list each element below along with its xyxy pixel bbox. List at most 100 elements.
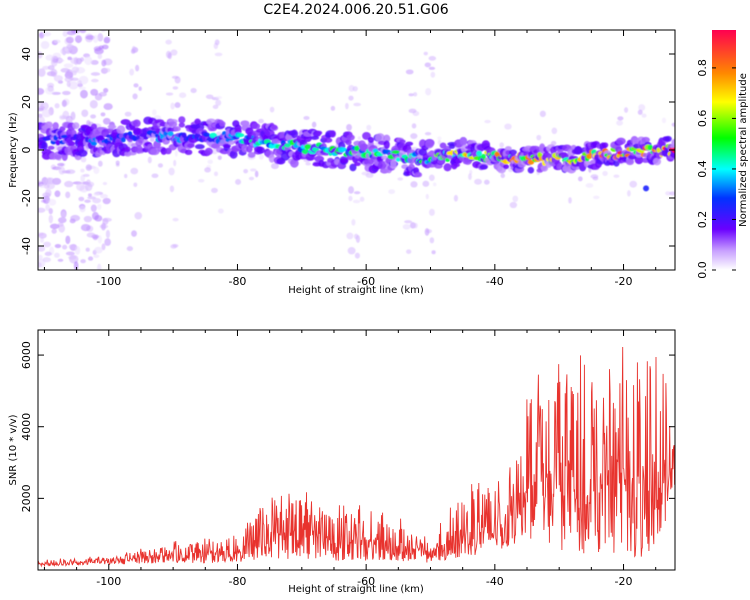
spectral-blob (47, 145, 55, 150)
spectral-blob (172, 217, 179, 222)
spectral-blob (44, 121, 53, 129)
spectral-blob (120, 119, 131, 125)
spectral-blob (92, 34, 99, 43)
colorbar-scale (712, 30, 736, 270)
spectral-blob (437, 139, 442, 145)
spectral-blob (124, 111, 132, 117)
spectral-blob (42, 192, 51, 198)
spectral-blob (399, 139, 406, 144)
spectral-blob (157, 163, 164, 168)
spectral-blob (100, 112, 106, 117)
spectral-blob (65, 251, 75, 256)
spectrogram-y-tick-label: -40 (20, 237, 33, 255)
spectral-blob (404, 220, 413, 224)
spectral-blob (57, 162, 65, 167)
spectral-blob (352, 199, 361, 204)
spectral-blob (354, 162, 361, 167)
spectral-blob (256, 146, 266, 154)
spectral-blob (61, 99, 67, 108)
spectrogram-x-label: Height of straight line (km) (288, 285, 424, 296)
spectral-blob (551, 127, 558, 135)
spectral-blob (60, 68, 70, 73)
snr-x-tick-label: -40 (486, 575, 504, 588)
spectral-blob (671, 138, 675, 147)
spectral-blob (428, 208, 435, 216)
spectral-blob (428, 174, 435, 181)
spectrogram-blobs (38, 30, 675, 270)
spectral-blob (55, 139, 61, 146)
spectral-blob (97, 53, 103, 60)
spectral-blob (613, 174, 620, 178)
spectral-blob (104, 238, 111, 246)
spectral-blob (53, 75, 63, 82)
spectral-blob (246, 145, 253, 153)
spectral-blob (103, 88, 109, 93)
spectral-blob (366, 124, 372, 131)
spectral-blob (664, 135, 672, 142)
spectral-blob (503, 164, 510, 170)
spectral-blob (38, 207, 46, 213)
spectral-blob (149, 137, 155, 142)
spectral-blob (390, 159, 397, 169)
spectral-blob (93, 192, 100, 197)
spectral-blob (68, 81, 79, 90)
spectral-blob (354, 252, 360, 259)
spectral-blob (504, 146, 512, 151)
spectral-blob (449, 143, 456, 149)
spectral-blob (172, 86, 179, 90)
spectral-blob (474, 178, 482, 185)
spectral-blob (103, 37, 110, 44)
spectral-blob (170, 102, 175, 110)
spectral-blob (39, 237, 44, 243)
spectral-blob (476, 150, 482, 157)
spectral-blob (348, 195, 353, 202)
spectral-blob (395, 157, 401, 162)
spectral-blob (219, 121, 226, 127)
spectral-blob (42, 257, 51, 263)
spectral-blob (77, 149, 88, 157)
spectral-blob (248, 176, 255, 181)
spectral-blob (132, 93, 138, 100)
spectral-blob (536, 134, 542, 141)
spectral-blob (169, 185, 175, 193)
spectral-blob (73, 261, 79, 270)
spectral-blob (86, 232, 96, 238)
spectral-blob (174, 150, 178, 157)
snr-series-line (38, 346, 675, 568)
spectral-blob (212, 104, 219, 110)
spectral-blob (48, 214, 54, 224)
spectral-blob (130, 167, 139, 175)
spectral-blob (284, 143, 291, 148)
spectral-blob (41, 109, 52, 118)
colorbar-ticks: 0.0 0.2 0.4 0.6 0.8 (696, 59, 736, 279)
spectral-blob (179, 92, 187, 98)
spectral-blob (42, 65, 50, 70)
spectral-blob (357, 136, 361, 140)
spectral-blob (171, 75, 179, 79)
spectral-blob (624, 107, 629, 113)
spectral-blob (453, 194, 459, 202)
spectral-blob (107, 124, 117, 130)
snr-x-tick-label: -100 (96, 575, 121, 588)
snr-y-label: SNR (10 * v/v) (8, 414, 19, 485)
spectral-blob (48, 207, 53, 215)
spectral-blob (116, 125, 126, 134)
spectrogram-x-tick-label: -40 (486, 275, 504, 288)
spectral-blob (46, 182, 55, 190)
spectral-blob (348, 95, 354, 101)
snr-frame (37, 329, 676, 571)
spectral-blob (235, 178, 242, 185)
spectral-blob (527, 159, 535, 165)
spectral-blob (85, 164, 92, 171)
spectral-blob (194, 118, 201, 125)
colorbar: 0.0 0.2 0.4 0.6 0.8 Normalized spectral ampl… (696, 30, 749, 279)
spectral-blob (484, 119, 491, 124)
spectral-blob (577, 176, 583, 182)
spectral-blob (170, 244, 178, 249)
spectral-blob (643, 185, 650, 192)
spectral-blob (90, 114, 97, 119)
spectral-blob (101, 44, 109, 50)
spectral-blob (500, 173, 506, 179)
spectral-blob (616, 137, 626, 145)
